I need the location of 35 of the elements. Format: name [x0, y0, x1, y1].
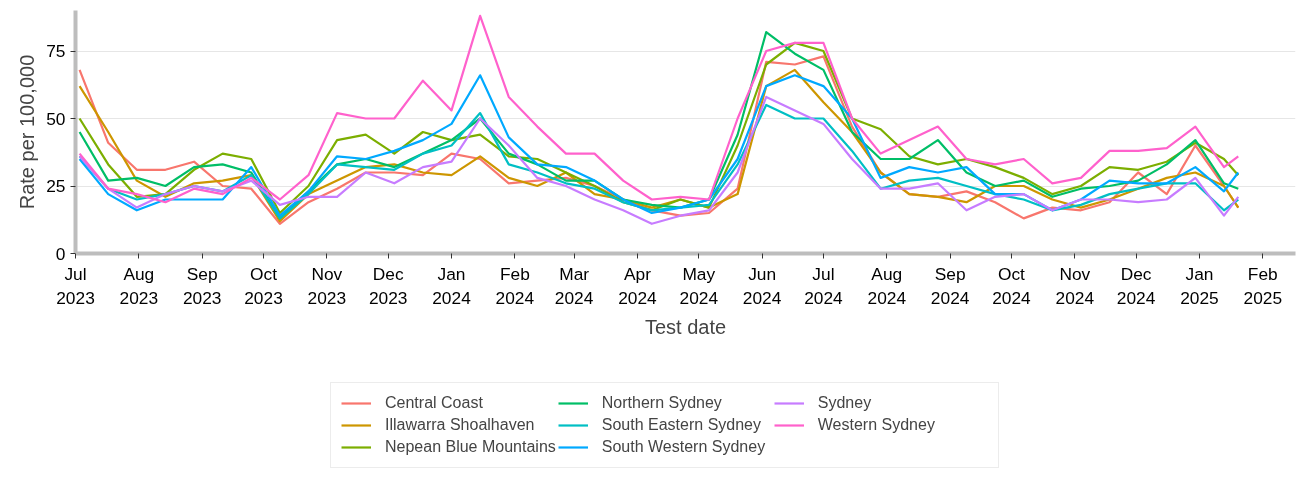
y-axis-title: Rate per 100,000 [16, 54, 39, 210]
x-tick-label: Nov 2023 [307, 263, 347, 308]
x-tick-label: Jul 2023 [56, 263, 95, 308]
x-tick-label: Jan 2024 [432, 263, 472, 308]
y-tick-label: 50 [46, 108, 66, 129]
legend-label: Northern Sydney [601, 394, 723, 412]
x-tick-label: Jun 2024 [742, 263, 782, 308]
legend-label: Nepean Blue Mountains [385, 438, 556, 456]
line-series [78, 14, 1240, 204]
x-tick-label: Oct 2024 [992, 263, 1032, 308]
x-tick-label: Sep 2024 [930, 263, 970, 308]
x-tick-label: Aug 2023 [119, 263, 159, 308]
x-tick-label: Aug 2024 [867, 263, 907, 308]
y-tick-label: 75 [46, 41, 66, 61]
legend-label: South Western Sydney [601, 438, 767, 456]
x-tick-label: Dec 2023 [368, 263, 408, 308]
x-tick-label: Jul 2024 [804, 263, 844, 308]
y-tick-label: 25 [46, 176, 66, 196]
legend-label: South Eastern Sydney [601, 416, 762, 434]
x-tick-label: Dec 2024 [1116, 263, 1156, 308]
legend-label: Sydney [817, 394, 873, 412]
x-tick-label: Feb 2025 [1243, 263, 1283, 308]
x-tick-label: Nov 2024 [1055, 263, 1095, 308]
legend-label: Illawarra Shoalhaven [385, 416, 536, 434]
x-tick-label: May 2024 [679, 263, 719, 308]
x-axis-title: Test date [644, 315, 727, 338]
x-tick-label: Jan 2025 [1180, 263, 1219, 308]
x-tick-label: Oct 2023 [244, 263, 283, 308]
x-tick-label: Sep 2023 [182, 263, 222, 308]
y-tick-label: 0 [55, 243, 66, 264]
legend-label: Central Coast [385, 394, 484, 412]
x-tick-label: Mar 2024 [554, 263, 594, 308]
legend-label: Western Sydney [817, 416, 936, 434]
x-tick-label: Apr 2024 [618, 263, 658, 308]
x-tick-label: Feb 2024 [495, 263, 535, 308]
